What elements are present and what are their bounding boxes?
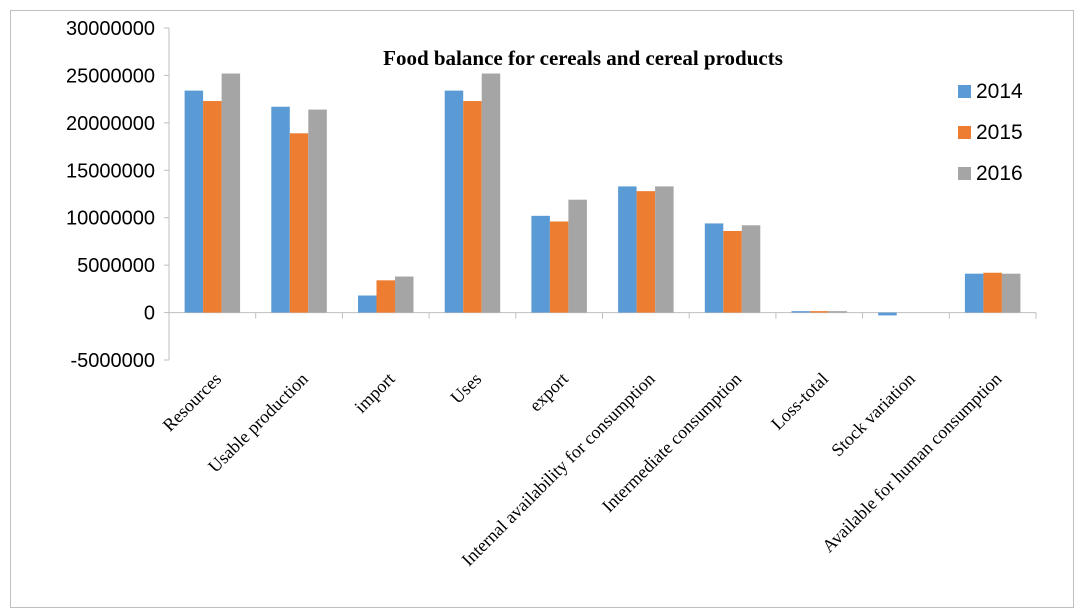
x-tick-label: Loss-total [767, 369, 832, 434]
bar-2014-import [358, 295, 377, 313]
bar-2014-export [531, 215, 550, 313]
x-tick-label: Resources [159, 369, 225, 435]
legend-label-2016: 2016 [976, 162, 1023, 185]
legend-label-2014: 2014 [976, 80, 1023, 103]
bar-2015-export [549, 221, 569, 313]
bar-2016-loss-total [828, 311, 847, 313]
bar-2014-available-for-human-consumption [964, 273, 984, 313]
y-tick-label: 10000000 [66, 208, 155, 230]
y-tick-label: 0 [144, 303, 155, 325]
bar-2015-import [376, 280, 395, 313]
x-tick-label: Intermediate consumption [598, 369, 745, 516]
x-tick-label: Available for human consumption [818, 369, 1005, 556]
bar-2015-internal-availability-for-consumption [636, 191, 656, 313]
bar-2016-internal-availability-for-consumption [655, 186, 674, 313]
bar-2016-available-for-human-consumption [1001, 273, 1021, 313]
legend-label-2015: 2015 [976, 121, 1023, 144]
bar-2015-intermediate-consumption [723, 230, 742, 313]
bar-2016-resources [221, 73, 241, 313]
bar-2014-intermediate-consumption [704, 223, 724, 313]
chart-frame [10, 10, 1074, 608]
y-tick-label: 15000000 [66, 160, 155, 182]
x-tick-label: Stock variation [827, 369, 919, 461]
bar-2014-internal-availability-for-consumption [618, 186, 637, 313]
legend-swatch-2016 [958, 167, 971, 180]
y-tick-labels: 30000000 25000000 20000000 15000000 10000000… [66, 18, 155, 372]
chart-title: Food balance for cereals and cereal prod… [383, 46, 783, 70]
x-tick-label: Internal availability for consumption [458, 369, 659, 570]
y-tick-label: 5000000 [77, 255, 155, 277]
bar-2015-usable-production [289, 133, 309, 313]
bar-2015-loss-total [810, 311, 829, 313]
legend-swatch-2014 [958, 85, 971, 98]
bar-2014-loss-total [791, 311, 810, 313]
legend: 2014 2015 2016 [958, 80, 1023, 185]
bars [184, 73, 1021, 316]
y-tick-label: 25000000 [66, 65, 155, 87]
bar-2016-intermediate-consumption [741, 225, 761, 313]
y-tick-label: 30000000 [66, 18, 155, 40]
bar-2014-uses [444, 90, 464, 313]
bar-2015-resources [203, 101, 222, 313]
bar-2014-usable-production [271, 106, 290, 313]
x-tick-label: export [525, 369, 572, 416]
y-tick-label: -5000000 [70, 350, 155, 372]
bar-2016-uses [481, 73, 501, 313]
bar-2016-export [568, 199, 587, 313]
x-tick-label: import [350, 369, 398, 417]
bar-2016-usable-production [308, 109, 327, 313]
x-tick-label: Uses [446, 369, 485, 408]
y-tick-label: 20000000 [66, 113, 155, 135]
bar-2015-uses [463, 101, 482, 313]
bar-2016-import [395, 276, 414, 313]
bar-2014-resources [184, 90, 204, 313]
bar-2014-stock-variation [878, 312, 897, 316]
legend-swatch-2015 [958, 126, 971, 139]
bar-2015-available-for-human-consumption [983, 272, 1002, 313]
